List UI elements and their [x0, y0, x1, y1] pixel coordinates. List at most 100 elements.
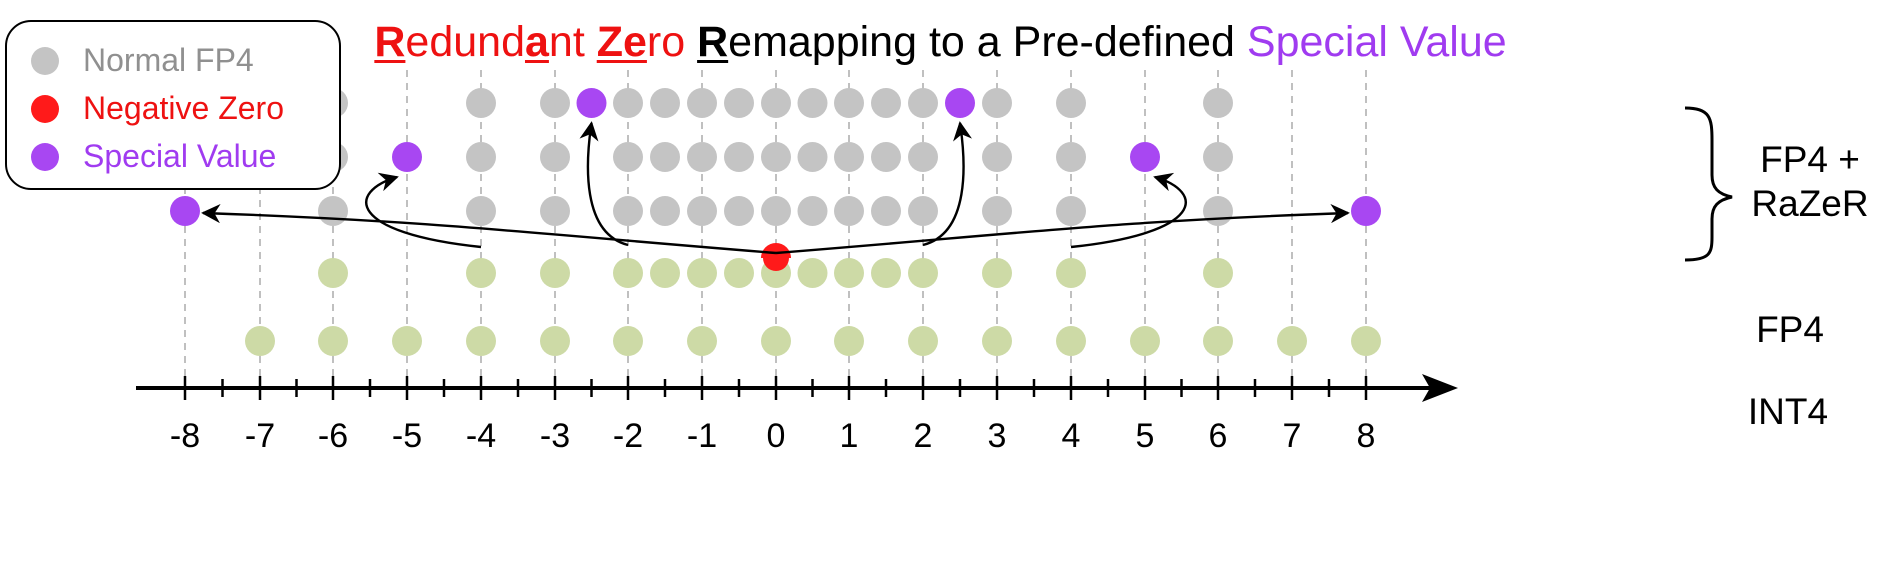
int4-dot	[834, 326, 864, 356]
normal-fp4-dot	[466, 88, 496, 118]
fp4-dot	[466, 258, 496, 288]
row-label-int4: INT4	[1747, 391, 1829, 432]
normal-fp4-dot	[1056, 142, 1086, 172]
fp4-dot	[871, 258, 901, 288]
normal-fp4-dot	[834, 88, 864, 118]
remap-arrow	[922, 121, 973, 247]
int4-dot	[392, 326, 422, 356]
remap-arrow	[579, 121, 629, 247]
negative-zero-dot	[763, 245, 789, 271]
normal-fp4-dot	[466, 142, 496, 172]
row-label-razer: FP4 + RaZeR	[1740, 138, 1880, 226]
title-part: nt	[548, 18, 597, 66]
axis-tick-label: 4	[1062, 417, 1081, 455]
row-label-razer-line2: RaZeR	[1751, 183, 1869, 224]
int4-dot	[1203, 326, 1233, 356]
title-part: Ze	[596, 18, 647, 66]
diagram-title: Redundant Zero Remapping to a Pre-define…	[0, 18, 1881, 67]
axis-arrowhead	[1422, 374, 1458, 402]
axis-tick-label: -8	[170, 417, 200, 455]
normal-fp4-dot	[797, 88, 828, 118]
remap-arrow	[775, 204, 1350, 255]
fp4-dot	[982, 258, 1012, 288]
normal-dot-icon	[31, 46, 59, 75]
row-label-razer-line1: FP4 +	[1760, 139, 1860, 180]
remap-arrows	[201, 121, 1350, 255]
title-part: a	[524, 18, 549, 66]
axis-tick-label: 6	[1209, 417, 1228, 455]
int4-dot	[908, 326, 938, 356]
normal-fp4-dot	[650, 142, 680, 172]
special-value-dot	[945, 88, 975, 118]
int4-dot	[1130, 326, 1160, 356]
special-value-dot	[1351, 196, 1381, 226]
normal-fp4-dot	[797, 196, 828, 226]
axis-tick-label: -6	[318, 417, 348, 455]
axis-tick-label: -3	[540, 417, 570, 455]
axis-tick-label: -5	[392, 417, 422, 455]
title-part: emapping to a Pre-defined	[728, 18, 1247, 66]
legend: Normal FP4 Negative Zero Special Value	[5, 20, 341, 190]
curly-brace	[1684, 106, 1733, 262]
normal-fp4-dot	[650, 196, 680, 226]
axis-tick-label: 8	[1357, 417, 1376, 455]
normal-fp4-dot	[761, 142, 791, 172]
int4-dot	[1056, 326, 1086, 356]
legend-label-normal: Normal FP4	[83, 42, 254, 78]
fp4-dot	[1056, 258, 1086, 288]
normal-fp4-dot	[613, 88, 643, 118]
legend-label-negative-zero: Negative Zero	[83, 90, 284, 126]
fp4-dot	[724, 258, 754, 288]
normal-fp4-dot	[724, 88, 754, 118]
fp4-dot	[650, 258, 680, 288]
negative-zero-dot-icon	[31, 94, 59, 123]
normal-fp4-dot	[908, 196, 938, 226]
legend-item-special: Special Value	[31, 138, 276, 175]
axis-tick-label: -1	[687, 417, 717, 455]
normal-fp4-dot	[1203, 88, 1233, 118]
fp4-dot	[1203, 258, 1233, 288]
normal-fp4-dot	[613, 196, 643, 226]
int4-dot	[318, 326, 348, 356]
normal-fp4-dot	[834, 142, 864, 172]
axis-tick-label: -2	[613, 417, 643, 455]
fp4-dot	[834, 258, 864, 288]
normal-fp4-dot	[761, 88, 791, 118]
int4-dot	[761, 326, 791, 356]
int4-dot	[466, 326, 496, 356]
remap-arrow	[201, 204, 777, 255]
razer-bracket	[1684, 106, 1733, 262]
title-part: R	[697, 18, 729, 66]
axis-tick-label: 2	[914, 417, 933, 455]
normal-fp4-dot	[1056, 88, 1086, 118]
fp4-dot	[797, 258, 828, 288]
int4-dot	[1351, 326, 1381, 356]
special-value-dot	[576, 88, 607, 118]
normal-fp4-dot	[687, 142, 717, 172]
axis-tick-label: 5	[1136, 417, 1155, 455]
remap-arrow	[1070, 172, 1187, 249]
normal-fp4-dot	[687, 88, 717, 118]
normal-fp4-dot	[540, 196, 570, 226]
normal-fp4-dot	[871, 88, 901, 118]
axis-tick-label: -7	[245, 417, 275, 455]
title-part: edund	[405, 18, 525, 66]
number-axis: -8 -7 -6 -5 -4 -3 -2 -1 0 1 2 3 4 5 6 7 8	[136, 374, 1458, 455]
normal-fp4-dot	[724, 142, 754, 172]
fp4-dot	[613, 258, 643, 288]
normal-fp4-dot	[908, 142, 938, 172]
legend-item-normal: Normal FP4	[31, 42, 254, 79]
normal-fp4-dot	[982, 88, 1012, 118]
int4-dot	[540, 326, 570, 356]
special-value-dot	[1130, 142, 1160, 172]
normal-fp4-dot	[540, 88, 570, 118]
special-value-dot	[170, 196, 200, 226]
special-dot-icon	[31, 142, 59, 171]
int4-dot	[1277, 326, 1307, 356]
normal-fp4-dot	[687, 196, 717, 226]
normal-fp4-dot	[871, 196, 901, 226]
normal-fp4-dot	[466, 196, 496, 226]
fp4-dot	[908, 258, 938, 288]
axis-tick-label: 1	[840, 417, 859, 455]
